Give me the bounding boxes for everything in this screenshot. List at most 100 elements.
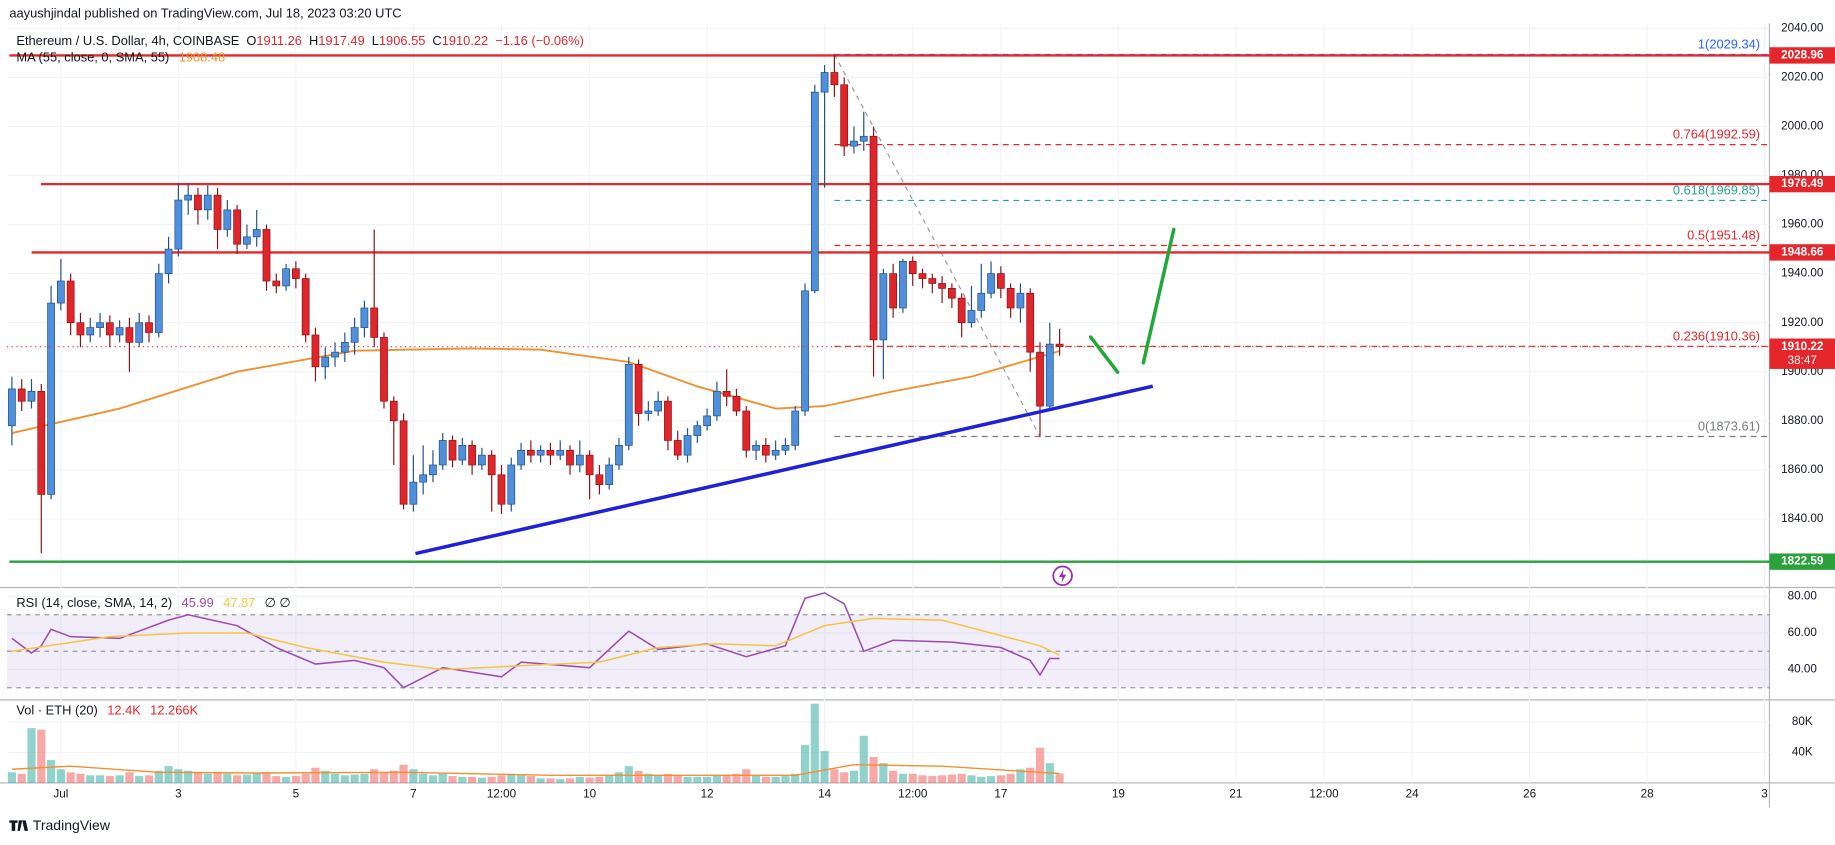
legend-ohlc: C — [432, 34, 441, 49]
volume-bar — [605, 775, 614, 783]
candle-body — [243, 236, 251, 245]
volume-bar — [751, 775, 761, 783]
volume-bar — [409, 769, 418, 783]
candle-body — [115, 327, 124, 336]
candle-body — [262, 229, 271, 282]
candle-body — [370, 307, 379, 338]
volume-bar — [56, 769, 65, 783]
price-tag-label: 1976.49 — [1781, 177, 1824, 190]
volume-bar — [184, 770, 193, 783]
candle-body — [556, 449, 565, 456]
volume-bar — [575, 776, 584, 783]
volume-bar — [477, 777, 486, 783]
price-tag — [1769, 338, 1835, 369]
candle-body — [624, 364, 633, 446]
volume-bar — [389, 770, 398, 783]
candle-body — [252, 229, 261, 238]
volume-bar — [7, 772, 17, 783]
candle-body — [899, 261, 907, 309]
volume-bar — [291, 776, 300, 783]
volume-bar — [1026, 767, 1035, 783]
volume-bar — [262, 772, 271, 783]
fib-label: 0(1873.61) — [1698, 419, 1760, 434]
candle-body — [967, 310, 976, 324]
candle-body — [801, 290, 809, 412]
legend-value: 45.99 — [182, 595, 214, 610]
candle-body — [272, 280, 281, 287]
candle-body — [164, 248, 173, 274]
volume-bar — [918, 775, 927, 783]
volume-bar — [223, 773, 232, 783]
candle-body — [615, 444, 623, 466]
forecast-arrow — [1088, 335, 1120, 374]
x-tick-label: 10 — [583, 788, 597, 801]
legend-row: MA (55, close, 0, SMA, 55) 1908.48 — [16, 50, 225, 65]
candle-body — [713, 391, 721, 417]
y-tick-label: 1840.00 — [1781, 512, 1824, 525]
volume-bar — [419, 773, 428, 783]
legend-ma-value: 1908.48 — [179, 50, 225, 65]
candle-body — [487, 454, 496, 476]
price-tag — [1769, 244, 1835, 261]
brand-name: TradingView — [33, 817, 111, 833]
volume-bar — [37, 729, 46, 783]
volume-bar — [986, 776, 996, 783]
volume-bar — [164, 766, 173, 783]
candle-body — [859, 135, 868, 142]
volume-bar — [947, 774, 956, 783]
x-tick-label: 24 — [1406, 788, 1420, 801]
legend-ohlc: −1.16 (−0.06%) — [495, 34, 584, 49]
y-tick-label: 40.00 — [1788, 663, 1818, 676]
candle-body — [732, 395, 741, 412]
candle-body — [585, 454, 594, 476]
legend-ohlc: 1917.49 — [318, 34, 364, 49]
volume-bar — [507, 773, 516, 783]
line-series — [11, 763, 1060, 777]
x-tick-label: 12 — [701, 788, 714, 801]
legend-value: 47.87 — [223, 595, 255, 610]
event-bolt[interactable] — [1059, 568, 1067, 583]
candle-body — [693, 425, 702, 436]
candle-body — [438, 440, 447, 466]
volume-bar — [468, 776, 477, 783]
volume-bar — [595, 776, 604, 783]
volume-bar — [360, 773, 369, 783]
volume-bar — [957, 773, 966, 783]
forecast-arrow — [1141, 227, 1176, 365]
volume-bar — [516, 775, 526, 783]
candle-body — [194, 194, 202, 211]
candle-body — [233, 209, 241, 245]
price-tag — [1769, 47, 1835, 64]
volume-bar — [937, 775, 947, 783]
volume-bar — [820, 750, 829, 783]
candle-body — [566, 449, 574, 466]
volume-bar — [301, 773, 310, 783]
candle-body — [331, 351, 339, 358]
candle-body — [889, 273, 898, 309]
candle-body — [820, 72, 829, 93]
volume-bar — [654, 775, 663, 783]
candle-body — [27, 391, 36, 402]
x-tick-label: 12:00 — [1309, 788, 1339, 801]
candle-body — [311, 334, 320, 368]
candle-body — [595, 474, 604, 485]
volume-bar — [585, 777, 594, 783]
candle-body — [174, 199, 183, 250]
candle-body — [17, 388, 26, 402]
legend-value: 12.266K — [150, 703, 198, 718]
candle-body — [458, 444, 467, 461]
candle-body — [223, 209, 232, 230]
volume-bar — [272, 776, 281, 783]
legend-ohlc: O — [246, 34, 256, 49]
candle-body — [66, 280, 75, 324]
x-tick-label: 28 — [1641, 788, 1654, 801]
candle-body — [938, 283, 946, 289]
volume-bar — [673, 775, 682, 783]
candle-body — [536, 449, 545, 456]
candle-body — [918, 273, 927, 279]
legend-title: RSI (14, close, SMA, 14, 2) — [16, 595, 172, 610]
event-icon[interactable] — [1052, 565, 1073, 587]
y-tick-label: 2000.00 — [1781, 120, 1824, 133]
candle-body — [771, 449, 780, 456]
